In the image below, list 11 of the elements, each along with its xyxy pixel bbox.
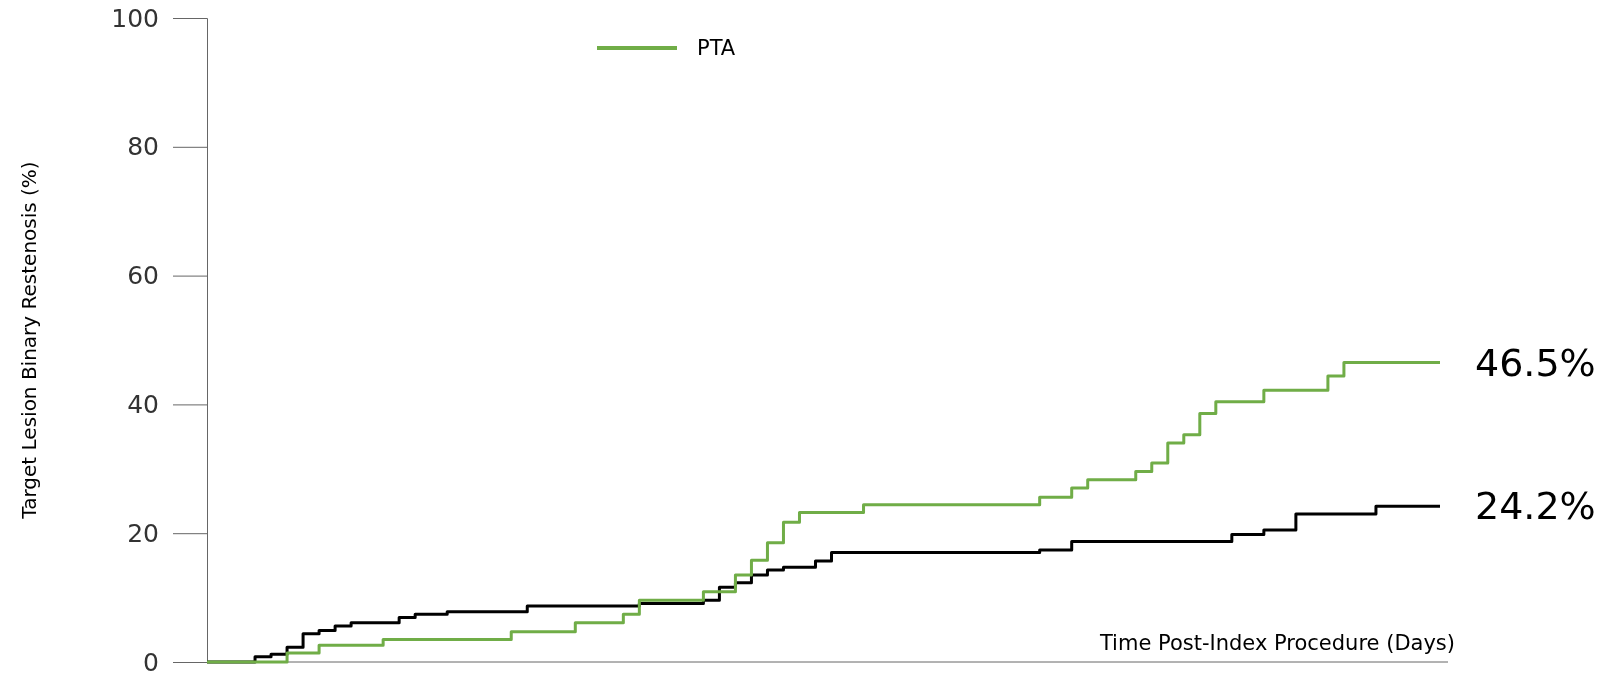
text: 46.5% (1475, 340, 1596, 385)
y-tick-label: 20 (127, 518, 159, 548)
y-tick-label: 60 (127, 261, 159, 291)
y-tick-label: 0 (143, 647, 159, 677)
y-tick-label: 40 (127, 389, 159, 419)
y-axis-title: Target Lesion Binary Restenosis (%) (17, 161, 41, 520)
y-tick-label: 100 (111, 3, 159, 33)
text: 24.2% (1475, 484, 1596, 529)
x-axis-title: Time Post-Index Procedure (Days) (1098, 631, 1455, 655)
y-tick-label: 80 (127, 132, 159, 162)
legend-label: PTA (697, 36, 736, 61)
